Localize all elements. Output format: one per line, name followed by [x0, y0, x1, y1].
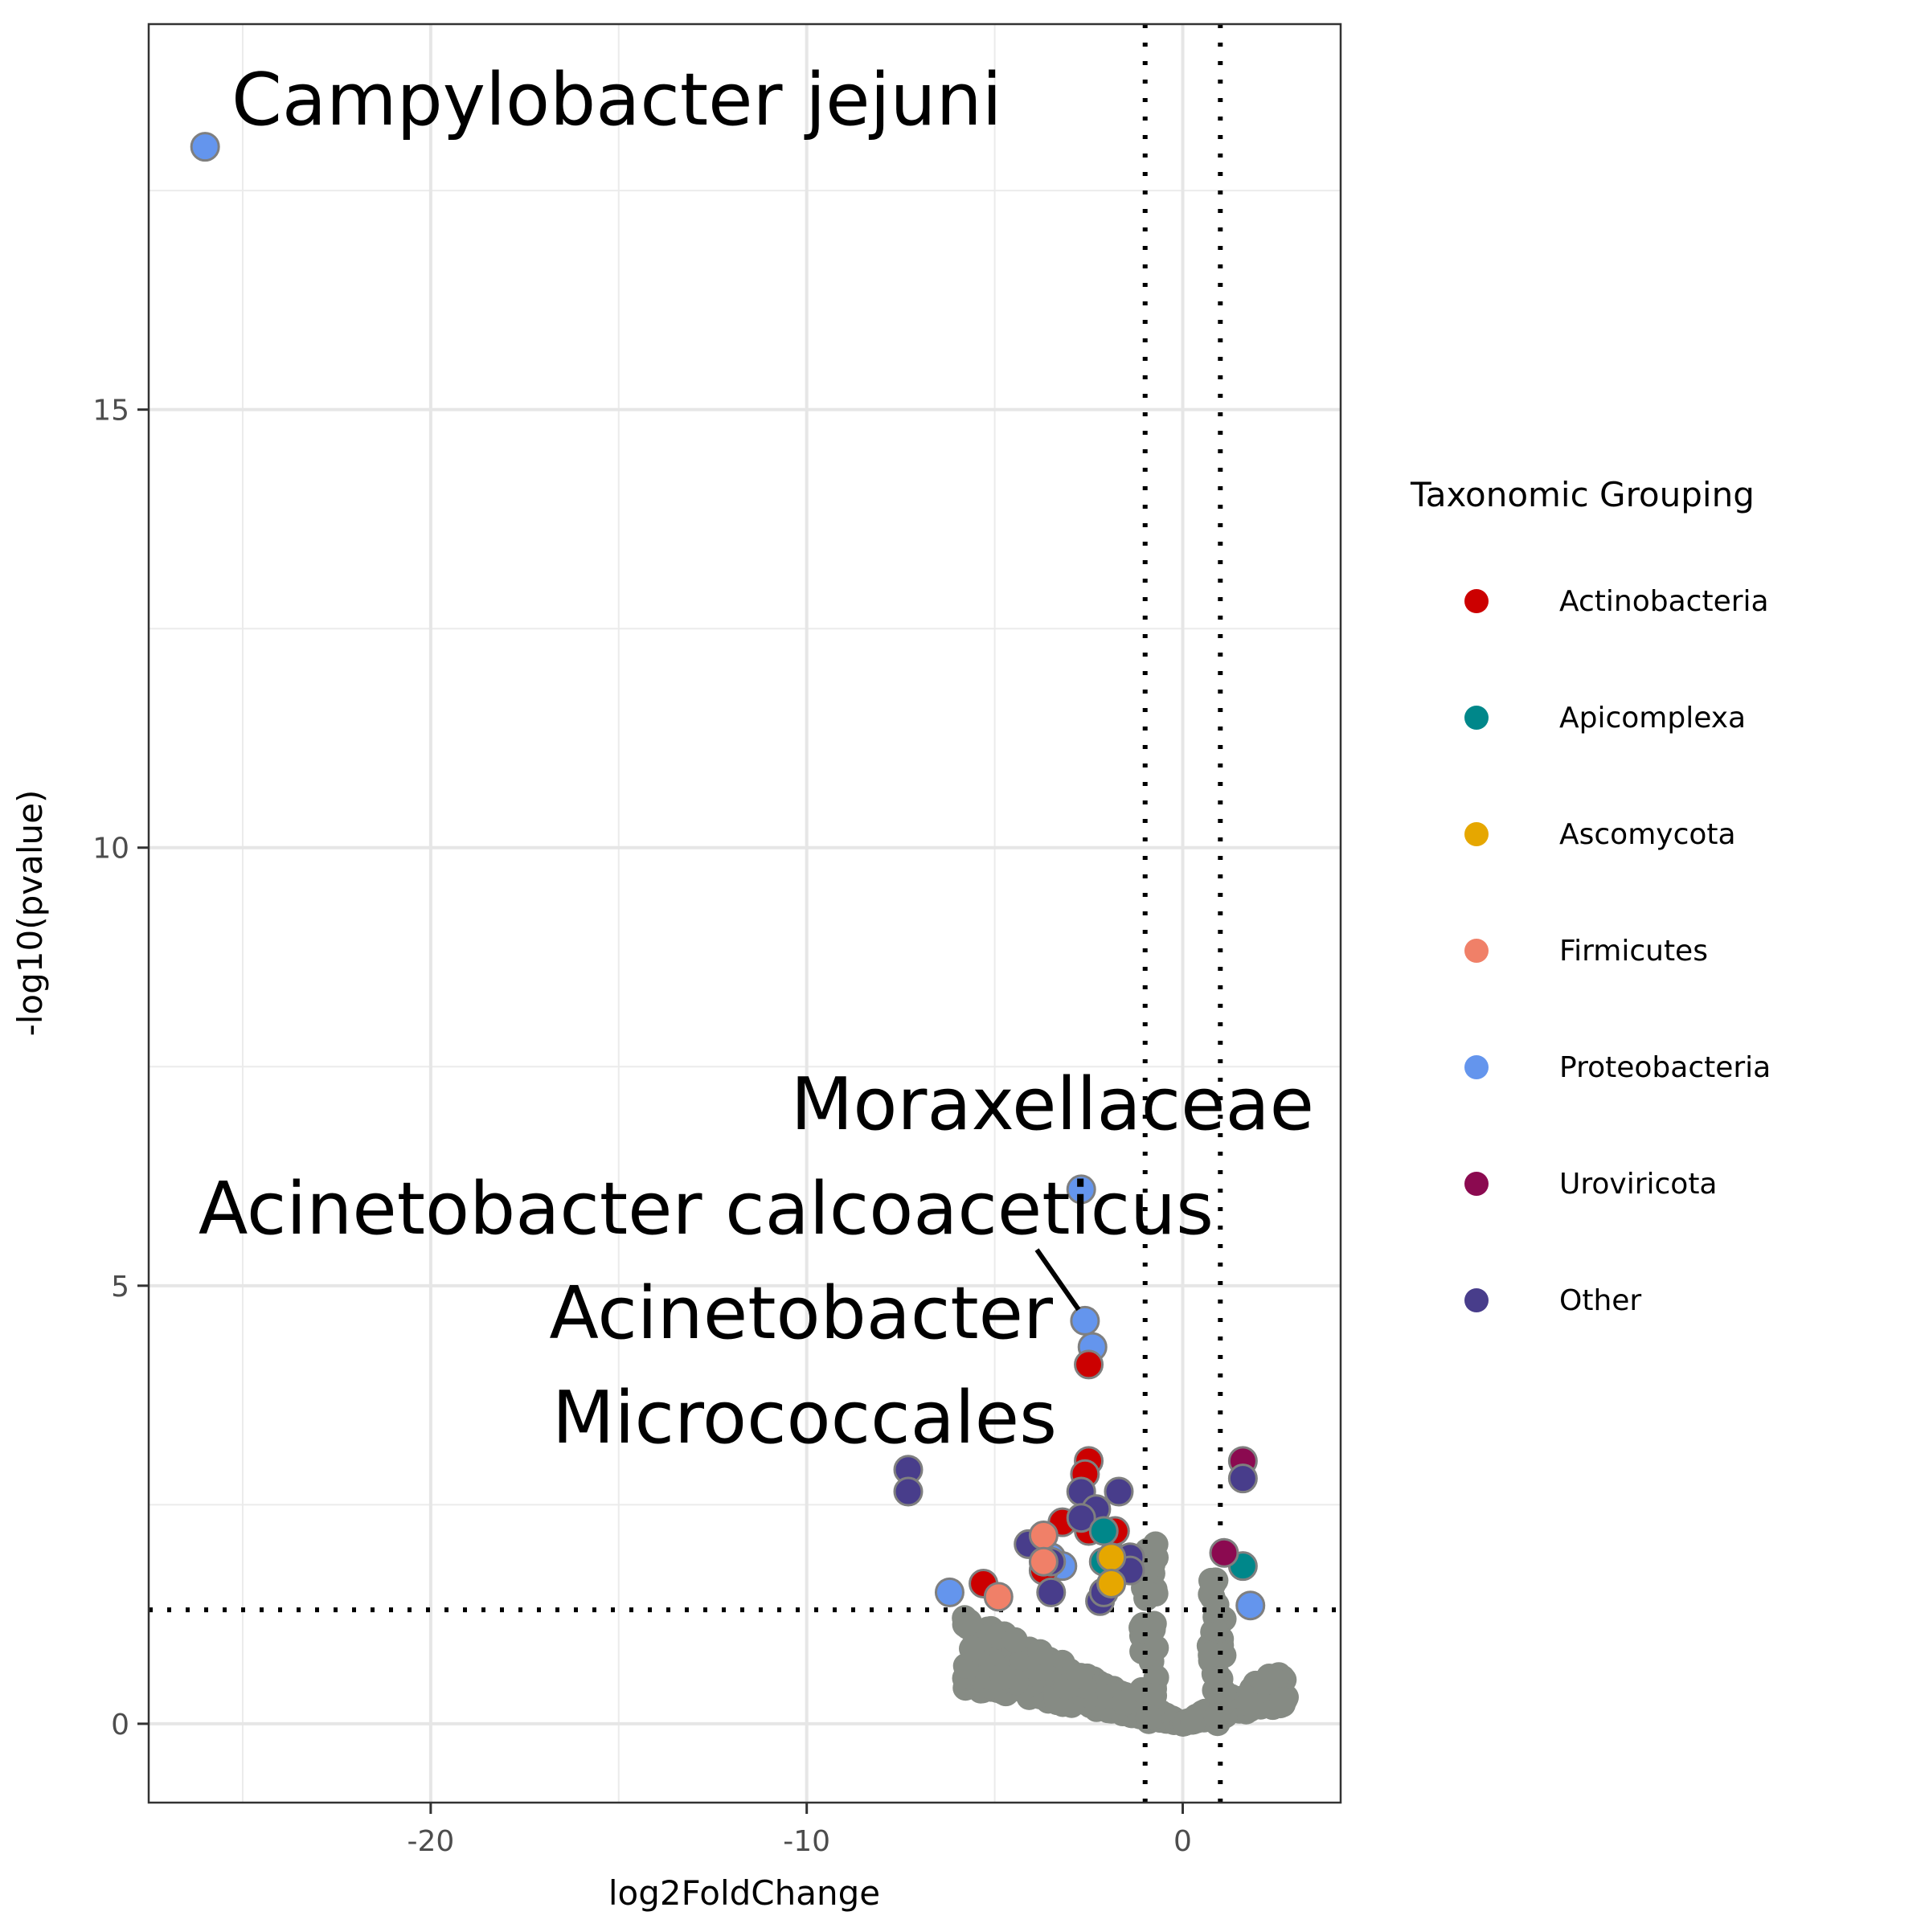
data-point-ascomycota	[1096, 1542, 1127, 1573]
data-point-firmicutes	[983, 1582, 1014, 1612]
data-point-other	[1066, 1503, 1096, 1533]
legend-key-apicomplexa	[1464, 706, 1489, 730]
nonsignificant-point	[989, 1664, 1016, 1690]
plot-panel-border	[147, 23, 1342, 1804]
y-tick-label: 10	[92, 833, 129, 866]
y-axis-ticks: 0 5 10 15	[92, 395, 149, 1742]
point-annotation-label: Acinetobacter	[549, 1271, 1053, 1356]
nonsignificant-point	[959, 1635, 985, 1662]
nonsignificant-point	[1141, 1683, 1168, 1709]
nonsignificant-point	[1200, 1571, 1227, 1598]
nonsignificant-point	[1198, 1642, 1224, 1668]
legend-key-actinobacteria	[1464, 589, 1489, 613]
nonsignificant-point	[1137, 1582, 1163, 1608]
data-point-firmicutes	[1028, 1546, 1059, 1577]
nonsignificant-point	[1136, 1704, 1162, 1730]
legend-label: Ascomycota	[1559, 818, 1736, 851]
data-point-proteobacteria	[1070, 1305, 1100, 1336]
legend-key-firmicutes	[1464, 939, 1489, 963]
nonsignificant-point	[1001, 1627, 1028, 1653]
y-tick-label: 15	[92, 395, 129, 428]
nonsignificant-point	[954, 1614, 981, 1640]
x-axis-ticks: -20 -10 0	[407, 1803, 1192, 1858]
legend-label: Uroviricota	[1559, 1168, 1718, 1201]
legend-label: Actinobacteria	[1559, 585, 1769, 618]
y-axis-label: -log10(pvalue)	[10, 790, 50, 1037]
x-tick-label: -10	[783, 1825, 830, 1858]
data-point-apicomplexa	[1088, 1516, 1119, 1546]
data-point-proteobacteria	[1235, 1590, 1266, 1621]
threshold-lines	[149, 24, 1341, 1803]
data-point-proteobacteria	[1066, 1174, 1096, 1205]
y-tick-label: 0	[111, 1709, 129, 1742]
nonsignificant-point	[1269, 1687, 1296, 1713]
data-point-other	[893, 1476, 924, 1507]
data-point-other	[1227, 1463, 1258, 1494]
nonsignificant-point	[1027, 1639, 1054, 1665]
data-point-firmicutes	[1028, 1521, 1059, 1551]
point-annotation-label: Campylobacter jejuni	[231, 58, 1002, 142]
data-point-uroviricota	[1209, 1537, 1239, 1568]
nonsignificant-point	[1142, 1531, 1169, 1557]
y-tick-label: 5	[111, 1271, 129, 1304]
nonsignificant-point	[1067, 1663, 1093, 1689]
point-annotations: Campylobacter jejuni Moraxellaceae Acineto…	[199, 58, 1314, 1460]
legend-title: Taxonomic Grouping	[1410, 475, 1755, 514]
legend-label: Other	[1559, 1284, 1641, 1317]
data-point-proteobacteria	[934, 1577, 964, 1607]
nonsignificant-point	[1132, 1618, 1158, 1644]
annotation-leader-line	[1034, 1248, 1081, 1312]
x-axis-label: log2FoldChange	[608, 1873, 880, 1913]
legend: Taxonomic Grouping Actinobacteria Apicomp…	[1410, 475, 1771, 1317]
legend-key-uroviricota	[1464, 1172, 1489, 1196]
legend-key-ascomycota	[1464, 822, 1489, 846]
point-annotation-label: Moraxellaceae	[791, 1062, 1314, 1147]
nonsignificant-point	[1202, 1617, 1228, 1643]
data-point-other	[1104, 1476, 1134, 1507]
nonsignificant-points	[952, 1531, 1299, 1737]
data-point-ascomycota	[1096, 1568, 1127, 1598]
data-point-proteobacteria	[190, 132, 220, 162]
legend-key-proteobacteria	[1464, 1055, 1489, 1079]
nonsignificant-point	[1203, 1703, 1230, 1729]
point-annotation-label: Acinetobacter calcoaceticus	[199, 1167, 1214, 1251]
legend-label: Firmicutes	[1559, 935, 1708, 968]
significant-points	[190, 132, 1266, 1621]
data-point-other	[1036, 1577, 1067, 1607]
nonsignificant-point	[1237, 1691, 1263, 1717]
legend-label: Apicomplexa	[1559, 702, 1746, 735]
point-annotation-label: Micrococcales	[552, 1376, 1057, 1460]
x-tick-label: 0	[1173, 1825, 1192, 1858]
nonsignificant-point	[1210, 1679, 1237, 1705]
data-point-actinobacteria	[1074, 1349, 1104, 1380]
x-tick-label: -20	[407, 1825, 454, 1858]
legend-key-other	[1464, 1288, 1489, 1312]
legend-label: Proteobacteria	[1559, 1051, 1771, 1084]
